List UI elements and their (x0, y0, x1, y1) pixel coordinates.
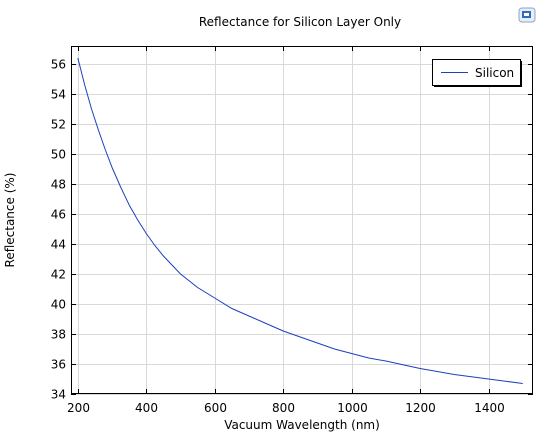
y-tick-label: 38 (51, 328, 66, 342)
chart-title: Reflectance for Silicon Layer Only (199, 15, 401, 29)
y-tick-label: 44 (51, 238, 66, 252)
x-tick-label: 1400 (474, 401, 505, 415)
y-tick-label: 40 (51, 298, 66, 312)
series-layer (77, 57, 523, 384)
y-tick-label: 36 (51, 358, 66, 372)
y-tick-label: 54 (51, 88, 66, 102)
y-tick-label: 42 (51, 268, 66, 282)
x-tick-label: 200 (67, 401, 90, 415)
x-axis-label: Vacuum Wavelength (nm) (224, 418, 380, 432)
y-tick-label: 50 (51, 148, 66, 162)
y-tick-label: 56 (51, 58, 66, 72)
y-tick-label: 34 (51, 388, 66, 402)
x-tick-label: 600 (204, 401, 227, 415)
window-restore-icon[interactable] (518, 7, 536, 23)
y-tick-label: 46 (51, 208, 66, 222)
plot-frame (71, 46, 533, 394)
legend-label-silicon: Silicon (475, 66, 514, 80)
y-tick-label: 52 (51, 118, 66, 132)
x-tick-label: 800 (272, 401, 295, 415)
ticks: 200 400 600 800 1000 1200 1400 34 36 38 40 42 44 46 48… (51, 46, 533, 415)
x-tick-label: 400 (135, 401, 158, 415)
plot-area (71, 46, 533, 394)
x-tick-label: 1200 (405, 401, 436, 415)
grid (71, 46, 533, 395)
series-line-silicon (77, 57, 523, 384)
legend: Silicon (432, 59, 522, 87)
x-tick-label: 1000 (337, 401, 368, 415)
y-axis-label: Reflectance (%) (3, 173, 17, 268)
y-tick-label: 48 (51, 178, 66, 192)
